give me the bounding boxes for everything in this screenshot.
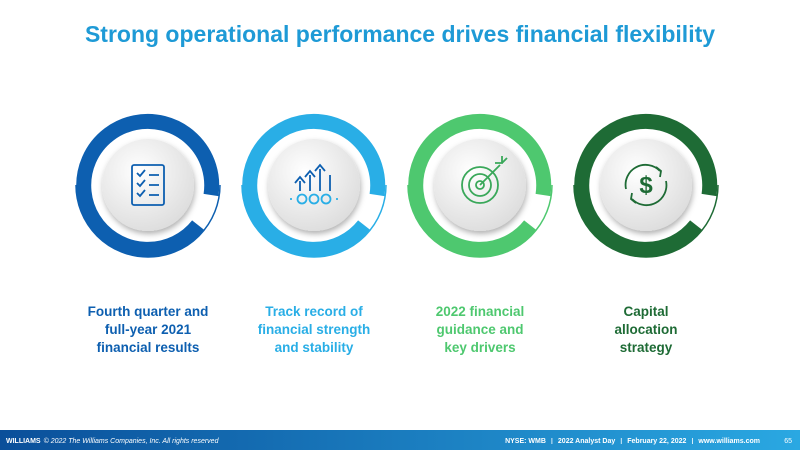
capital-icon: $	[624, 163, 668, 207]
ring	[408, 113, 552, 257]
footer-page: 65	[784, 438, 792, 445]
item-label: Fourth quarter and	[88, 304, 209, 319]
icons	[75, 113, 719, 258]
footer-info: NYSE: WMB	[505, 438, 546, 445]
ring	[574, 113, 718, 257]
checklist-icon	[131, 164, 165, 206]
icon-disc	[268, 139, 360, 231]
item-label: 2022 financial	[436, 304, 525, 319]
icon-disc	[102, 139, 194, 231]
footer-copyright: © 2022 The Williams Companies, Inc. All …	[44, 437, 220, 445]
footer-info: February 22, 2022	[627, 438, 686, 445]
slide-title: Strong operational performance drives fi…	[85, 21, 715, 47]
item-label: allocation	[614, 322, 677, 337]
item-label: strategy	[620, 340, 673, 355]
footer-brand: WILLIAMS	[6, 438, 41, 445]
footer-band	[0, 430, 800, 450]
target-icon	[461, 156, 508, 204]
item-label: Track record of	[265, 304, 363, 319]
icon-disc	[600, 139, 692, 231]
item-label: Capital	[623, 304, 668, 319]
item-label: key drivers	[444, 340, 515, 355]
item-label: full-year 2021	[105, 322, 192, 337]
svg-text:$: $	[639, 172, 653, 199]
item-label: financial strength	[258, 322, 371, 337]
footer-info: 2022 Analyst Day	[558, 438, 615, 445]
ring	[76, 113, 220, 257]
footer-info: www.williams.com	[697, 438, 760, 445]
growth-icon	[290, 163, 338, 205]
item-label: and stability	[275, 340, 354, 355]
ring	[242, 113, 386, 257]
item-label: financial results	[97, 340, 200, 355]
item-label: guidance and	[436, 322, 523, 337]
